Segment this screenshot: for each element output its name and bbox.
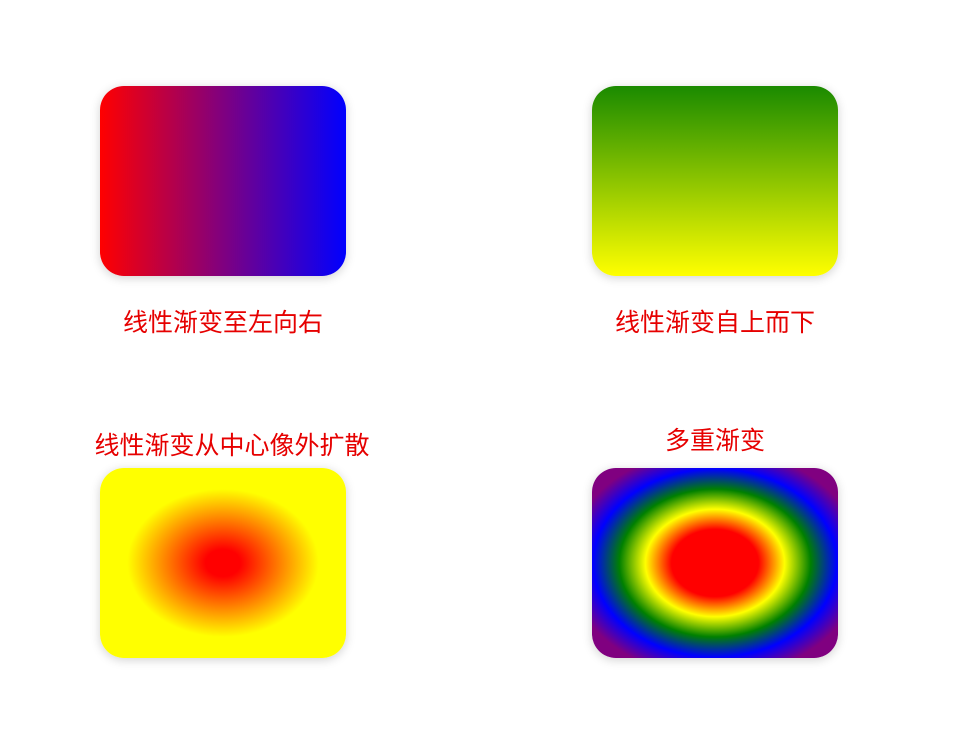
- top-to-bottom-caption: 线性渐变自上而下: [614, 308, 815, 337]
- center-outward-caption: 线性渐变从中心像外扩散: [94, 431, 370, 460]
- multi-gradient-caption: 多重渐变: [664, 426, 765, 455]
- left-to-right-linear-gradient-box: [100, 86, 346, 276]
- multi-stop-radial-gradient-box: [592, 468, 838, 658]
- left-to-right-caption: 线性渐变至左向右: [122, 308, 323, 337]
- center-outward-radial-gradient-box: [100, 468, 346, 658]
- top-to-bottom-linear-gradient-box: [592, 86, 838, 276]
